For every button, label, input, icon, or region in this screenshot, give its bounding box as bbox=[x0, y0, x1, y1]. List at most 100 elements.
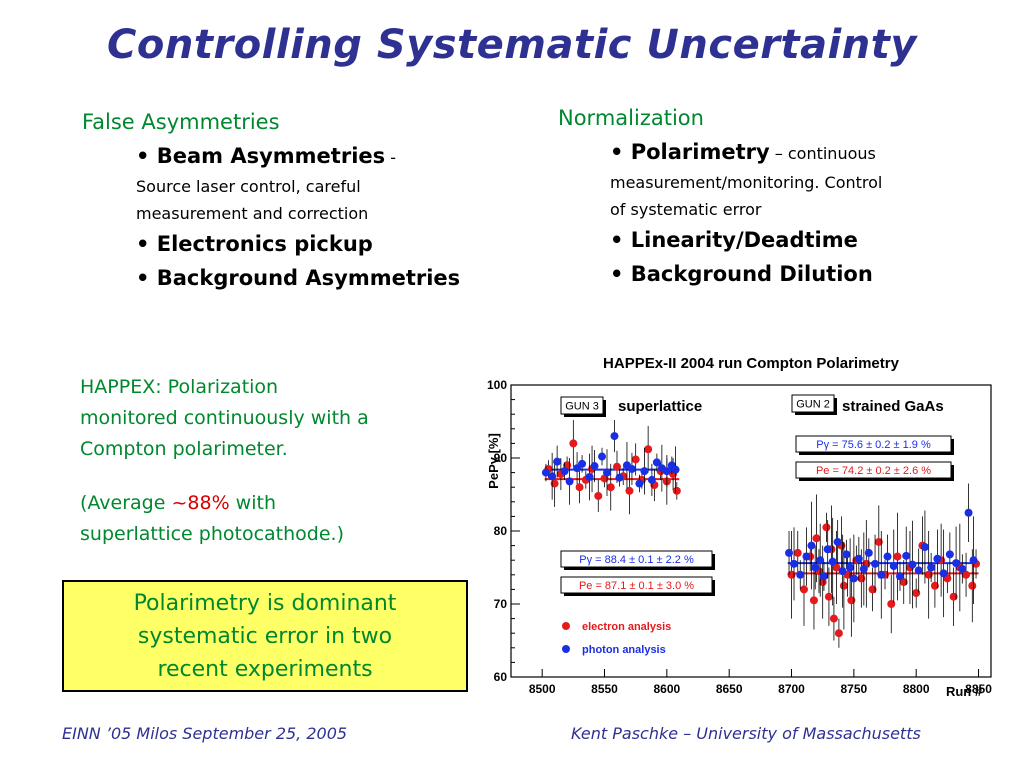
beam-asymmetries-detail-2: measurement and correction bbox=[136, 204, 369, 223]
electron-point bbox=[829, 614, 838, 623]
photon-point bbox=[671, 465, 680, 474]
legend-photon-marker bbox=[562, 645, 570, 653]
bullet-background-asymmetries: • Background Asymmetries bbox=[136, 266, 461, 290]
photon-point bbox=[802, 552, 811, 561]
happex-line-3: Compton polarimeter. bbox=[80, 438, 288, 460]
photon-point bbox=[590, 462, 599, 471]
electron-point bbox=[612, 462, 621, 471]
photon-point bbox=[854, 554, 863, 563]
photon-point bbox=[871, 559, 880, 568]
photon-point bbox=[842, 550, 851, 559]
electron-point bbox=[793, 548, 802, 557]
photon-point bbox=[964, 508, 973, 517]
polarimetry-detail-1: measurement/monitoring. Control bbox=[610, 173, 883, 192]
bullet-beam-asymmetries: • Beam Asymmetries - bbox=[136, 144, 396, 168]
photon-point bbox=[914, 566, 923, 575]
electron-point bbox=[812, 534, 821, 543]
electron-point bbox=[569, 439, 578, 448]
electron-point bbox=[839, 581, 848, 590]
superlattice-label: superlattice bbox=[618, 398, 702, 415]
photon-point bbox=[640, 467, 649, 476]
photon-point bbox=[662, 467, 671, 476]
photon-point bbox=[864, 548, 873, 557]
polarimetry-detail-0: continuous bbox=[787, 144, 876, 163]
data-points bbox=[541, 420, 981, 648]
average-prefix: (Average bbox=[80, 492, 172, 514]
electron-point bbox=[824, 592, 833, 601]
gun3-electron-fit-label-box bbox=[560, 576, 713, 594]
y-tick-label-60: 60 bbox=[494, 670, 508, 684]
photon-point bbox=[565, 477, 574, 486]
average-line-1: (Average ~88% with bbox=[80, 488, 344, 519]
average-suffix: with bbox=[229, 492, 276, 514]
average-note: (Average ~88% with superlattice photocat… bbox=[80, 488, 344, 550]
photon-point bbox=[578, 459, 587, 468]
electron-point bbox=[834, 629, 843, 638]
axis-ticks: 8500 8550 8600 8650 8700 8750 8800 8850 60 70 80 90… bbox=[487, 378, 992, 696]
electron-point bbox=[899, 578, 908, 587]
photon-point bbox=[811, 563, 820, 572]
electron-point bbox=[787, 570, 796, 579]
strained-gaas-label: strained GaAs bbox=[842, 398, 944, 415]
gun-2-label-box bbox=[791, 394, 835, 413]
linearity-deadtime-label: Linearity/Deadtime bbox=[630, 228, 858, 252]
electron-point bbox=[912, 589, 921, 598]
photon-point bbox=[627, 464, 636, 473]
photon-point bbox=[541, 468, 550, 477]
photon-point bbox=[548, 472, 557, 481]
electron-point bbox=[672, 486, 681, 495]
photon-point bbox=[553, 457, 562, 466]
gun-3-label-box bbox=[560, 396, 604, 415]
photon-point bbox=[859, 564, 868, 573]
electron-point bbox=[594, 491, 603, 500]
photon-point bbox=[952, 559, 961, 568]
photon-point bbox=[598, 452, 607, 461]
gun3-photon-fit-label-box bbox=[560, 550, 713, 568]
footer-event: EINN ’05 Milos September 25, 2005 bbox=[62, 724, 348, 743]
chart-title: HAPPEx-II 2004 run Compton Polarimetry bbox=[603, 355, 900, 372]
electron-point bbox=[924, 570, 933, 579]
legend-electron-label: electron analysis bbox=[582, 621, 671, 633]
false-asymmetries-heading: False Asymmetries bbox=[82, 110, 280, 134]
photon-point bbox=[927, 563, 936, 572]
happex-description: HAPPEX: Polarization monitored continuou… bbox=[80, 372, 369, 465]
photon-point bbox=[635, 479, 644, 488]
x-tick-label-8750: 8750 bbox=[841, 682, 868, 696]
y-axis-label: PePγ [%] bbox=[486, 433, 501, 489]
bullet-background-dilution: • Background Dilution bbox=[610, 262, 873, 286]
chart-annotations: GUN 3 superlattice GUN 2 strained GaAs Pγ = … bbox=[560, 394, 954, 656]
bullet-electronics-pickup: • Electronics pickup bbox=[136, 232, 373, 256]
photon-point bbox=[807, 541, 816, 550]
photon-point bbox=[969, 556, 978, 565]
photon-point bbox=[920, 543, 929, 552]
photon-point bbox=[958, 564, 967, 573]
compton-polarimetry-chart: HAPPEx-II 2004 run Compton Polarimetry 8… bbox=[478, 342, 998, 706]
electron-point bbox=[822, 523, 831, 532]
electronics-pickup-label: Electronics pickup bbox=[156, 232, 373, 256]
callout-line-2: systematic error in two bbox=[137, 623, 393, 649]
x-tick-label-8800: 8800 bbox=[903, 682, 930, 696]
photon-point bbox=[603, 468, 611, 477]
electron-point bbox=[857, 574, 866, 583]
photon-point bbox=[816, 556, 825, 565]
electron-point bbox=[887, 600, 896, 608]
photon-point bbox=[790, 559, 799, 568]
legend-photon-label: photon analysis bbox=[582, 644, 666, 656]
photon-point bbox=[883, 552, 892, 561]
photon-point bbox=[838, 567, 847, 576]
x-tick-label-8650: 8650 bbox=[716, 682, 743, 696]
photon-point bbox=[585, 472, 594, 481]
conclusion-callout: Polarimetry is dominant systematic error… bbox=[62, 580, 468, 692]
electron-point bbox=[631, 455, 640, 464]
electron-point bbox=[962, 570, 971, 579]
normalization-heading: Normalization bbox=[558, 106, 704, 130]
electron-point bbox=[799, 585, 808, 594]
photon-point bbox=[889, 562, 898, 571]
photon-point bbox=[908, 560, 917, 569]
photon-point bbox=[833, 537, 842, 546]
gun3-photon-fit-label: Pγ = 88.4 ± 0.1 ± 2.2 % bbox=[579, 554, 694, 566]
average-value: ~88% bbox=[171, 492, 230, 514]
electron-point bbox=[550, 479, 559, 488]
electron-point bbox=[893, 552, 902, 561]
y-tick-label-100: 100 bbox=[487, 378, 507, 392]
